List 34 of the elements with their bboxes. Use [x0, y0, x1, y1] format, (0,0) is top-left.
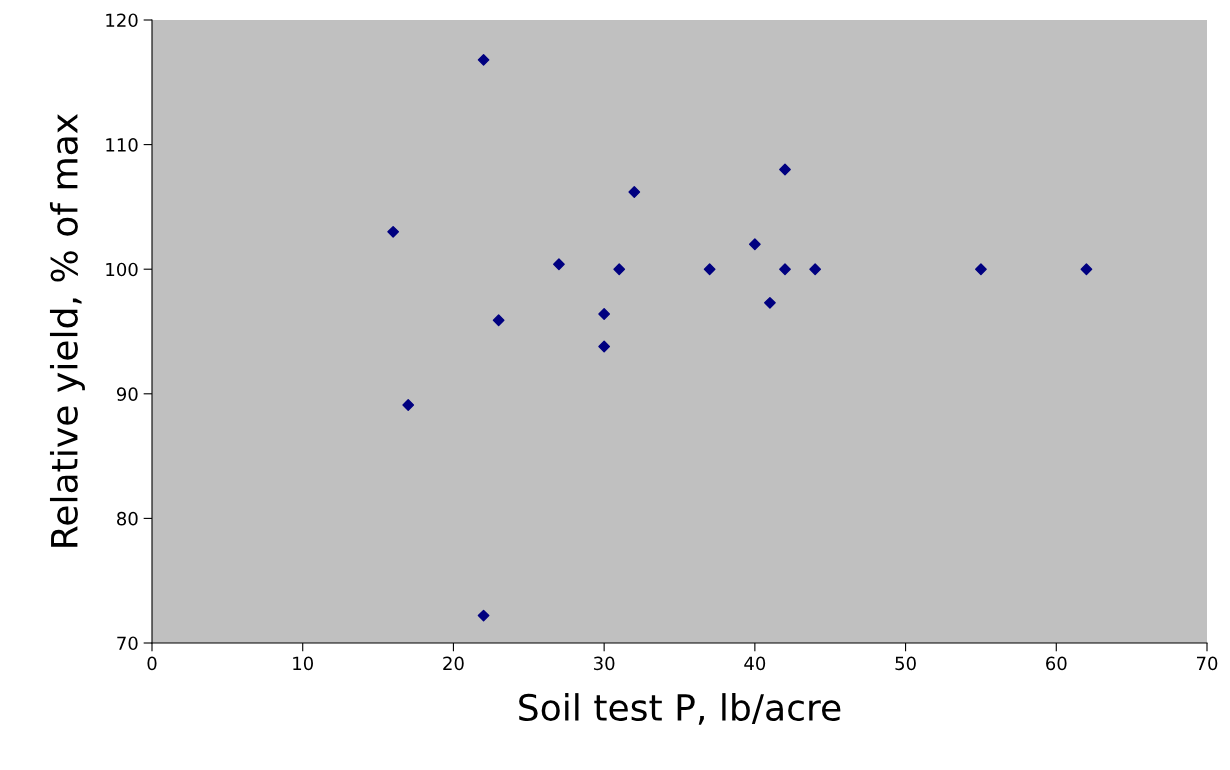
x-tick-label: 40	[744, 656, 766, 671]
point	[764, 296, 776, 309]
point	[613, 263, 626, 276]
y-tick-label: 80	[117, 511, 138, 526]
x-tick-label: 20	[443, 656, 464, 671]
point	[477, 53, 490, 66]
point	[492, 314, 505, 327]
y-tick-label: 90	[116, 387, 138, 401]
point	[402, 399, 415, 411]
point	[748, 238, 761, 251]
point	[779, 163, 791, 176]
x-tick-label: 50	[895, 656, 916, 671]
x-axis-title: Soil test P, lb/acre	[519, 693, 841, 725]
x-tick-label: 0	[147, 656, 157, 671]
y-tick-label: 100	[106, 262, 138, 277]
point	[975, 263, 987, 276]
point	[477, 609, 490, 622]
point	[387, 225, 400, 238]
point	[1080, 263, 1093, 276]
x-tick-label: 30	[594, 656, 615, 671]
point	[553, 258, 565, 271]
point	[598, 340, 611, 353]
x-tick-label: 70	[1196, 656, 1218, 671]
x-tick-label: 60	[1046, 656, 1067, 671]
x-tick-label: 10	[293, 656, 313, 671]
y-tick-label: 70	[117, 636, 138, 651]
y-tick-label: 110	[106, 138, 138, 152]
point	[809, 263, 822, 276]
y-axis-title: Relative yield, % of max	[49, 113, 85, 547]
point	[703, 263, 716, 276]
point	[779, 263, 791, 276]
point	[628, 186, 641, 198]
point	[598, 308, 611, 320]
y-tick-label: 120	[106, 13, 138, 28]
